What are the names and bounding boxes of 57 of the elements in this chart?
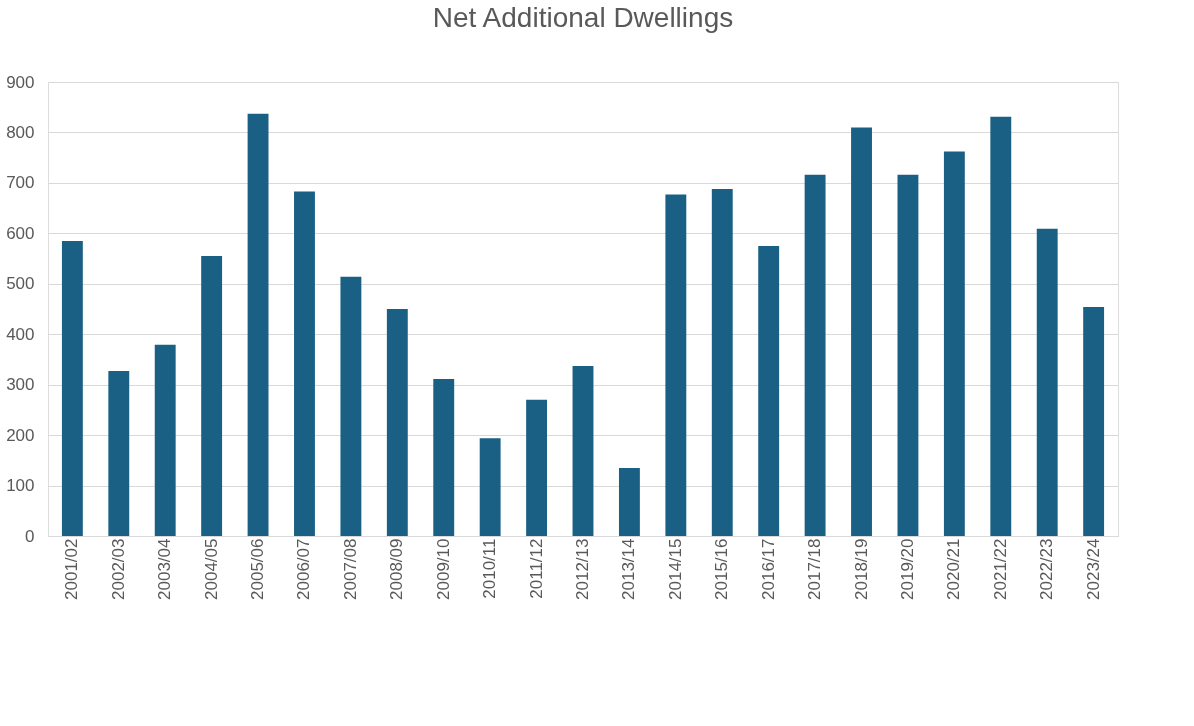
- bar: [294, 191, 315, 536]
- bar: [665, 194, 687, 536]
- bar: [247, 113, 269, 536]
- y-tick-label: 800: [6, 122, 35, 142]
- bar: [433, 379, 455, 536]
- y-tick-label: 100: [6, 476, 35, 496]
- x-tick-label: 2016/17: [758, 538, 778, 600]
- x-tick-label: 2019/20: [897, 538, 917, 600]
- x-tick-label: 2021/22: [990, 538, 1010, 600]
- x-tick-label: 2007/08: [340, 538, 360, 600]
- bar: [340, 276, 362, 536]
- chart-title: Net Additional Dwellings: [432, 2, 734, 33]
- x-tick-label: 2010/11: [480, 538, 500, 599]
- y-tick-label: 0: [25, 526, 35, 546]
- x-tick-label: 2018/19: [851, 538, 871, 600]
- x-tick-label: 2001/02: [62, 538, 82, 600]
- y-tick-label: 500: [6, 274, 35, 294]
- bar: [108, 371, 130, 536]
- bar: [386, 309, 408, 536]
- bar: [201, 256, 223, 536]
- x-tick-label: 2011/12: [526, 538, 546, 599]
- bar: [897, 174, 919, 536]
- x-tick-label: 2023/24: [1083, 538, 1103, 600]
- x-tick-label: 2020/21: [944, 538, 964, 600]
- x-tick-label: 2022/23: [1037, 538, 1057, 600]
- bar: [1083, 306, 1105, 536]
- y-tick-label: 400: [6, 324, 35, 344]
- x-tick-label: 2002/03: [108, 538, 128, 600]
- x-tick-label: 2009/10: [433, 538, 453, 600]
- bar: [61, 240, 83, 536]
- y-tick-label: 300: [6, 375, 35, 395]
- bar: [479, 438, 501, 536]
- bar: [572, 366, 594, 536]
- x-tick-label: 2006/07: [294, 538, 314, 600]
- x-tick-label: 2013/14: [619, 538, 639, 600]
- x-tick-label: 2012/13: [573, 538, 592, 600]
- x-tick-label: 2015/16: [712, 538, 732, 600]
- bar: [526, 399, 548, 536]
- y-tick-label: 900: [6, 72, 35, 92]
- x-tick-label: 2017/18: [805, 538, 825, 600]
- y-tick-label: 200: [6, 425, 35, 445]
- x-tick-label: 2003/04: [155, 538, 175, 600]
- x-tick-label: 2005/06: [248, 538, 268, 600]
- bar: [758, 245, 780, 536]
- x-tick-label: 2014/15: [665, 538, 685, 600]
- bar: [943, 151, 965, 536]
- x-tick-label: 2004/05: [201, 538, 221, 600]
- bar: [154, 344, 176, 536]
- bar: [851, 127, 872, 536]
- y-tick-label: 700: [6, 173, 35, 193]
- y-tick-label: 600: [6, 223, 35, 243]
- x-tick-label: 2008/09: [387, 538, 407, 600]
- bar: [1036, 228, 1058, 536]
- bar: [804, 174, 826, 536]
- bar: [990, 116, 1012, 536]
- bar: [711, 188, 733, 536]
- bar: [618, 467, 640, 536]
